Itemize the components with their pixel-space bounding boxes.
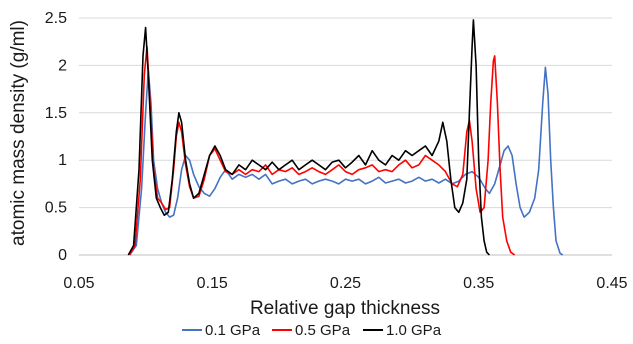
x-axis-title: Relative gap thickness bbox=[250, 298, 440, 319]
y-tick-label: 2.5 bbox=[45, 10, 67, 27]
y-tick-labels: 0 0.5 1 1.5 2 2.5 bbox=[45, 10, 67, 264]
series-line-2 bbox=[128, 45, 516, 256]
series-line-1 bbox=[128, 66, 564, 256]
y-tick-label: 0 bbox=[58, 247, 67, 264]
x-tick-label: 0.15 bbox=[197, 275, 228, 292]
gridlines bbox=[79, 17, 612, 209]
legend-label: 0.1 GPa bbox=[205, 322, 261, 339]
x-tick-label: 0.35 bbox=[463, 275, 494, 292]
legend-item: 0.1 GPa bbox=[182, 322, 261, 339]
legend-label: 1.0 GPa bbox=[386, 322, 442, 339]
x-tick-label: 0.45 bbox=[596, 275, 627, 292]
series-line-3 bbox=[127, 19, 490, 256]
x-tick-labels: 0.05 0.15 0.25 0.35 0.45 bbox=[63, 275, 627, 292]
plot-area bbox=[127, 19, 564, 256]
y-tick-label: 2 bbox=[58, 57, 67, 74]
x-tick-label: 0.05 bbox=[63, 275, 94, 292]
y-axis-title: atomic mass density (g/ml) bbox=[8, 20, 29, 246]
y-tick-label: 0.5 bbox=[45, 200, 67, 217]
y-tick-label: 1 bbox=[58, 152, 67, 169]
legend-item: 0.5 GPa bbox=[272, 322, 351, 339]
y-tick-label: 1.5 bbox=[45, 105, 67, 122]
legend-label: 0.5 GPa bbox=[295, 322, 351, 339]
legend: 0.1 GPa 0.5 GPa 1.0 GPa bbox=[182, 322, 442, 339]
x-tick-label: 0.25 bbox=[330, 275, 361, 292]
legend-item: 1.0 GPa bbox=[363, 322, 442, 339]
